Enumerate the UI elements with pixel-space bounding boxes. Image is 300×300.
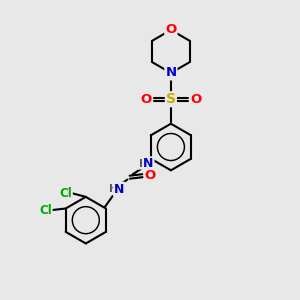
Text: H: H — [139, 159, 147, 169]
Text: Cl: Cl — [59, 187, 72, 200]
Text: O: O — [165, 23, 176, 37]
Text: S: S — [166, 92, 176, 106]
Text: Cl: Cl — [39, 203, 52, 217]
Text: O: O — [140, 93, 152, 106]
Text: H: H — [109, 184, 118, 194]
Text: O: O — [145, 169, 156, 182]
Text: N: N — [114, 183, 124, 196]
Text: N: N — [143, 157, 154, 170]
Text: N: N — [165, 67, 176, 80]
Text: O: O — [190, 93, 202, 106]
